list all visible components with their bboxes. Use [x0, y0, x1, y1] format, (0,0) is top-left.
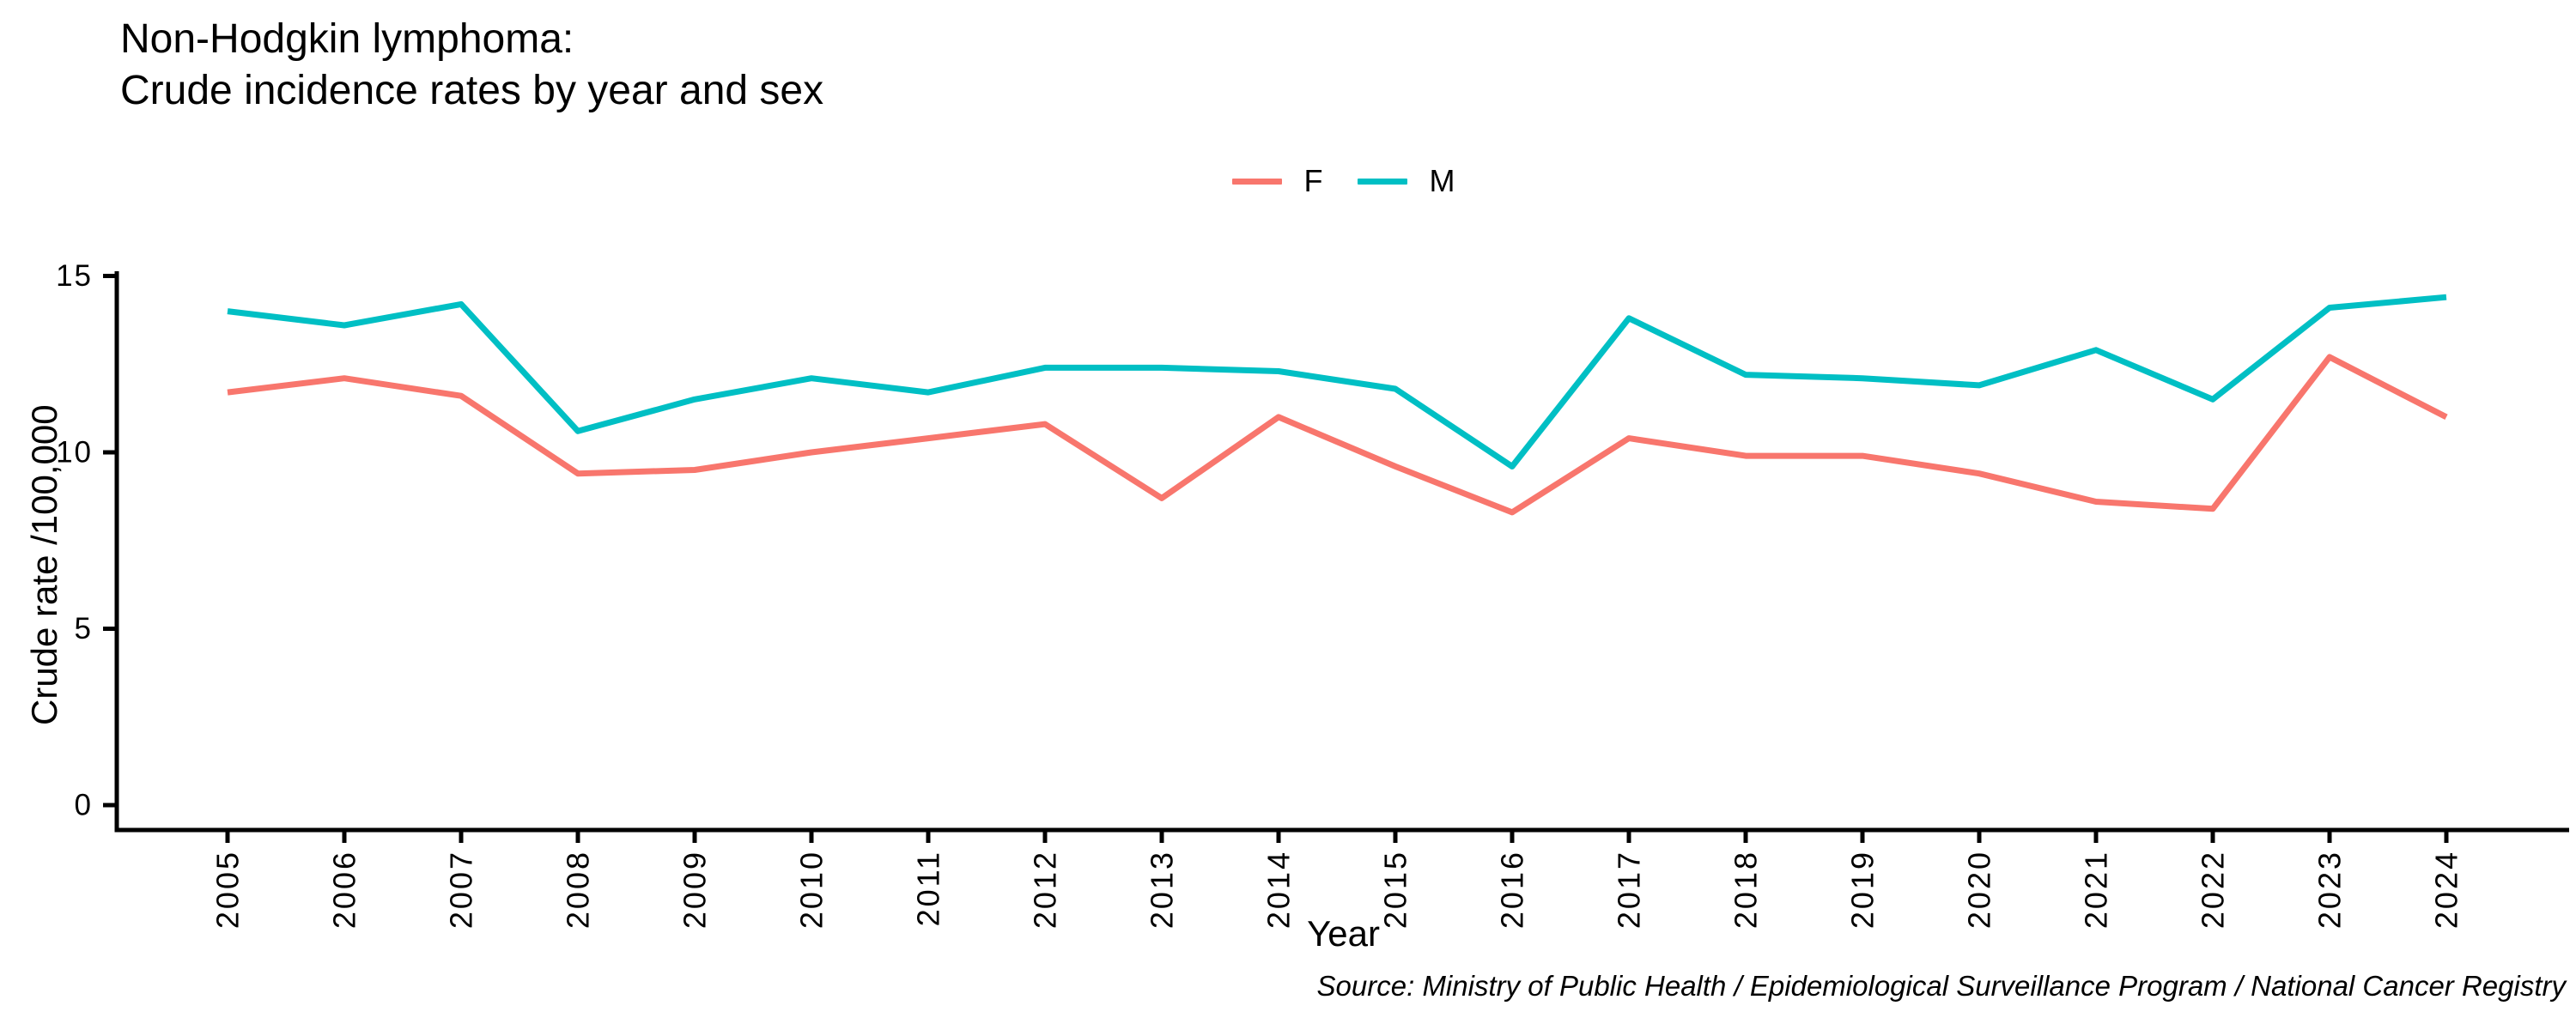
y-tick-label: 15: [56, 259, 93, 293]
legend-label-male: M: [1429, 163, 1455, 198]
x-tick-label: 2008: [561, 850, 596, 929]
y-axis-title: Crude rate /100,000: [24, 404, 64, 725]
chart-title-line1: Non-Hodgkin lymphoma:: [120, 16, 574, 62]
male-line-swatch: [1357, 178, 1407, 185]
x-tick-label: 2007: [444, 850, 479, 929]
x-tick-label: 2014: [1261, 850, 1297, 929]
x-tick-label: 2009: [677, 850, 713, 929]
x-tick-label: 2021: [2079, 850, 2114, 929]
x-tick-label: 2017: [1612, 850, 1647, 929]
legend-item-female: F: [1231, 163, 1323, 199]
series-layer: [227, 294, 2448, 516]
x-tick-label: 2012: [1028, 850, 1063, 929]
legend: F M: [118, 163, 2569, 199]
x-axis-title: Year: [1307, 913, 1380, 954]
x-tick-label: 2023: [2312, 850, 2348, 929]
female-line-swatch: [1231, 178, 1282, 185]
x-tick-label: 2019: [1845, 850, 1880, 929]
x-tick-label: 2011: [911, 850, 946, 926]
x-tick-label: 2024: [2429, 850, 2464, 929]
chart-title-line2: Crude incidence rates by year and sex: [120, 67, 824, 113]
y-tick-label: 5: [75, 612, 93, 645]
legend-label-female: F: [1303, 163, 1323, 198]
y-tick-label: 10: [56, 436, 93, 470]
x-tick-label: 2006: [327, 850, 362, 929]
series-line-M: [227, 294, 2447, 470]
legend-item-male: M: [1357, 163, 1455, 199]
chart-title: Non-Hodgkin lymphoma: Crude incidence ra…: [120, 14, 823, 116]
source-note: Source: Ministry of Public Health / Epid…: [1316, 970, 2566, 1002]
x-tick-label: 2010: [794, 850, 829, 929]
axis-layer: 0 5 10 15 2005 2006 2007 2008 2009 2010 2011 2012 20…: [56, 259, 2569, 929]
series-line-F: [227, 354, 2448, 516]
x-tick-label: 2016: [1495, 850, 1530, 929]
x-tick-label: 2005: [210, 850, 246, 929]
x-tick-label: 2015: [1378, 850, 1413, 929]
y-tick-label: 0: [75, 789, 93, 822]
x-tick-label: 2013: [1145, 850, 1180, 929]
x-tick-label: 2022: [2196, 850, 2231, 929]
x-tick-label: 2018: [1728, 850, 1764, 929]
x-tick-label: 2020: [1962, 850, 1997, 929]
